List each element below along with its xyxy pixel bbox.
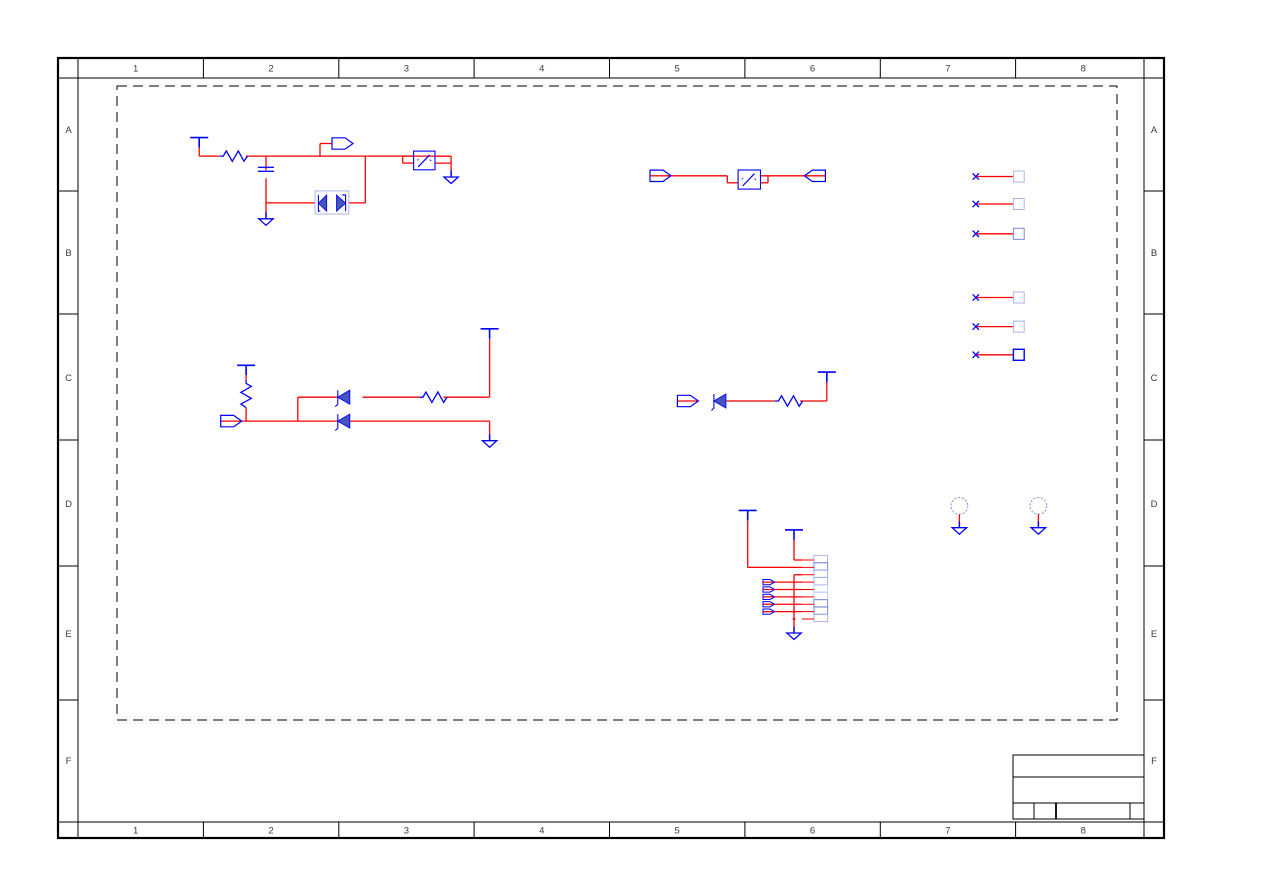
svg-text:B: B (1151, 248, 1157, 259)
svg-text:A: A (1151, 125, 1158, 136)
svg-text:C: C (65, 373, 72, 384)
svg-text:7: 7 (945, 64, 950, 75)
svg-text:C: C (1151, 373, 1158, 384)
svg-text:5: 5 (675, 826, 680, 837)
svg-text:4: 4 (539, 64, 544, 75)
svg-text:F: F (66, 756, 72, 767)
svg-text:6: 6 (810, 64, 815, 75)
svg-text:E: E (1151, 629, 1157, 640)
svg-text:1: 1 (133, 64, 138, 75)
svg-text:D: D (1151, 499, 1158, 510)
svg-text:8: 8 (1081, 826, 1086, 837)
svg-text:A: A (65, 125, 72, 136)
svg-text:8: 8 (1081, 64, 1086, 75)
svg-text:6: 6 (810, 826, 815, 837)
svg-text:B: B (65, 248, 71, 259)
svg-text:3: 3 (404, 826, 409, 837)
svg-text:3: 3 (404, 64, 409, 75)
svg-text:E: E (65, 629, 71, 640)
svg-text:1: 1 (133, 826, 138, 837)
svg-text:2: 2 (268, 64, 273, 75)
svg-text:4: 4 (539, 826, 544, 837)
svg-text:7: 7 (945, 826, 950, 837)
svg-text:2: 2 (268, 826, 273, 837)
svg-text:D: D (65, 499, 72, 510)
svg-text:F: F (1151, 756, 1157, 767)
svg-text:5: 5 (675, 64, 680, 75)
